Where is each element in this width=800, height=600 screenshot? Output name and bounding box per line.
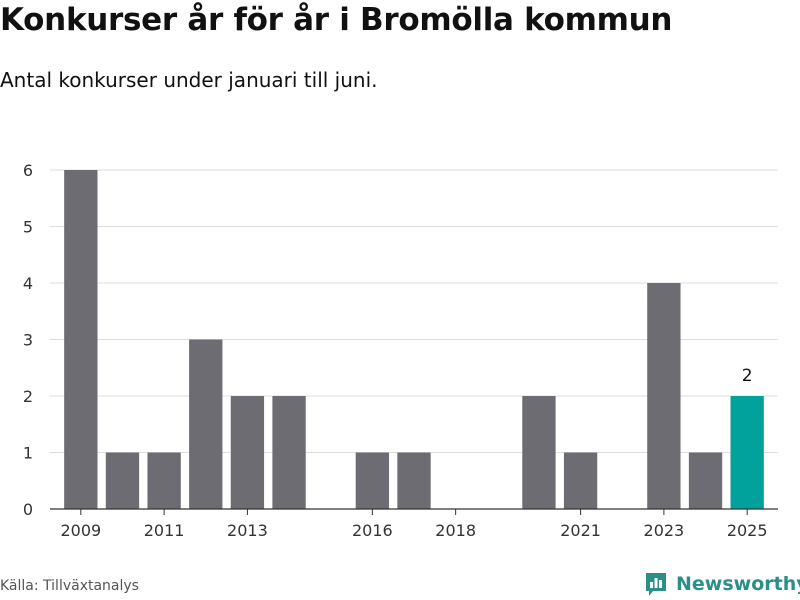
bar-2024 bbox=[688, 452, 723, 509]
y-tick-label: 0 bbox=[23, 500, 33, 519]
bar-2014 bbox=[272, 396, 306, 509]
x-tick-label: 2021 bbox=[560, 521, 601, 540]
bar-2023 bbox=[647, 283, 681, 509]
bar-2021 bbox=[563, 452, 598, 509]
x-tick-label: 2018 bbox=[435, 521, 476, 540]
x-tick-label: 2009 bbox=[60, 521, 101, 540]
x-tick-label: 2011 bbox=[144, 521, 185, 540]
brand-logo: Newsworthy bbox=[644, 568, 800, 600]
bar-2012 bbox=[189, 339, 223, 509]
bar-2009 bbox=[64, 170, 98, 509]
bar-2011 bbox=[147, 452, 181, 509]
x-tick-label: 2013 bbox=[227, 521, 268, 540]
data-label: 2 bbox=[742, 366, 753, 386]
y-tick-label: 2 bbox=[23, 387, 33, 406]
y-tick-label: 4 bbox=[23, 274, 33, 293]
chart-title: Konkurser år för år i Bromölla kommun bbox=[0, 2, 673, 38]
x-tick-label: 2016 bbox=[352, 521, 393, 540]
bar-2016 bbox=[355, 452, 390, 509]
y-tick-label: 3 bbox=[23, 331, 33, 350]
bar-2013 bbox=[230, 396, 265, 509]
x-tick-label: 2025 bbox=[727, 521, 768, 540]
chart-subtitle: Antal konkurser under januari till juni. bbox=[0, 68, 378, 92]
y-tick-label: 5 bbox=[23, 218, 33, 237]
newsworthy-icon bbox=[646, 573, 666, 596]
x-tick-label: 2023 bbox=[644, 521, 685, 540]
source-note: Källa: Tillväxtanalys bbox=[0, 578, 139, 594]
bar-2017 bbox=[397, 452, 431, 509]
bar-2020 bbox=[522, 396, 556, 509]
bar-chart: 0 1 2 3 4 5 6 2009 2011 2013 2016 2018 2021 2023 2025 2 bbox=[23, 161, 778, 540]
y-tick-label: 6 bbox=[23, 161, 33, 180]
bar-2010 bbox=[105, 452, 140, 509]
bar-2025 bbox=[730, 396, 764, 509]
brand-name: Newsworthy bbox=[676, 573, 800, 595]
y-tick-label: 1 bbox=[23, 444, 33, 463]
